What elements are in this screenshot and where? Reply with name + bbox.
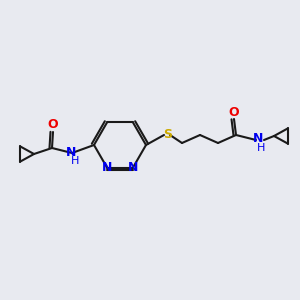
Text: H: H xyxy=(257,143,265,153)
Text: H: H xyxy=(71,156,79,166)
Text: O: O xyxy=(48,118,58,131)
Text: N: N xyxy=(102,161,112,174)
Text: N: N xyxy=(66,146,76,158)
Text: N: N xyxy=(253,133,263,146)
Text: S: S xyxy=(164,128,172,140)
Text: O: O xyxy=(229,106,239,118)
Text: N: N xyxy=(128,161,138,174)
